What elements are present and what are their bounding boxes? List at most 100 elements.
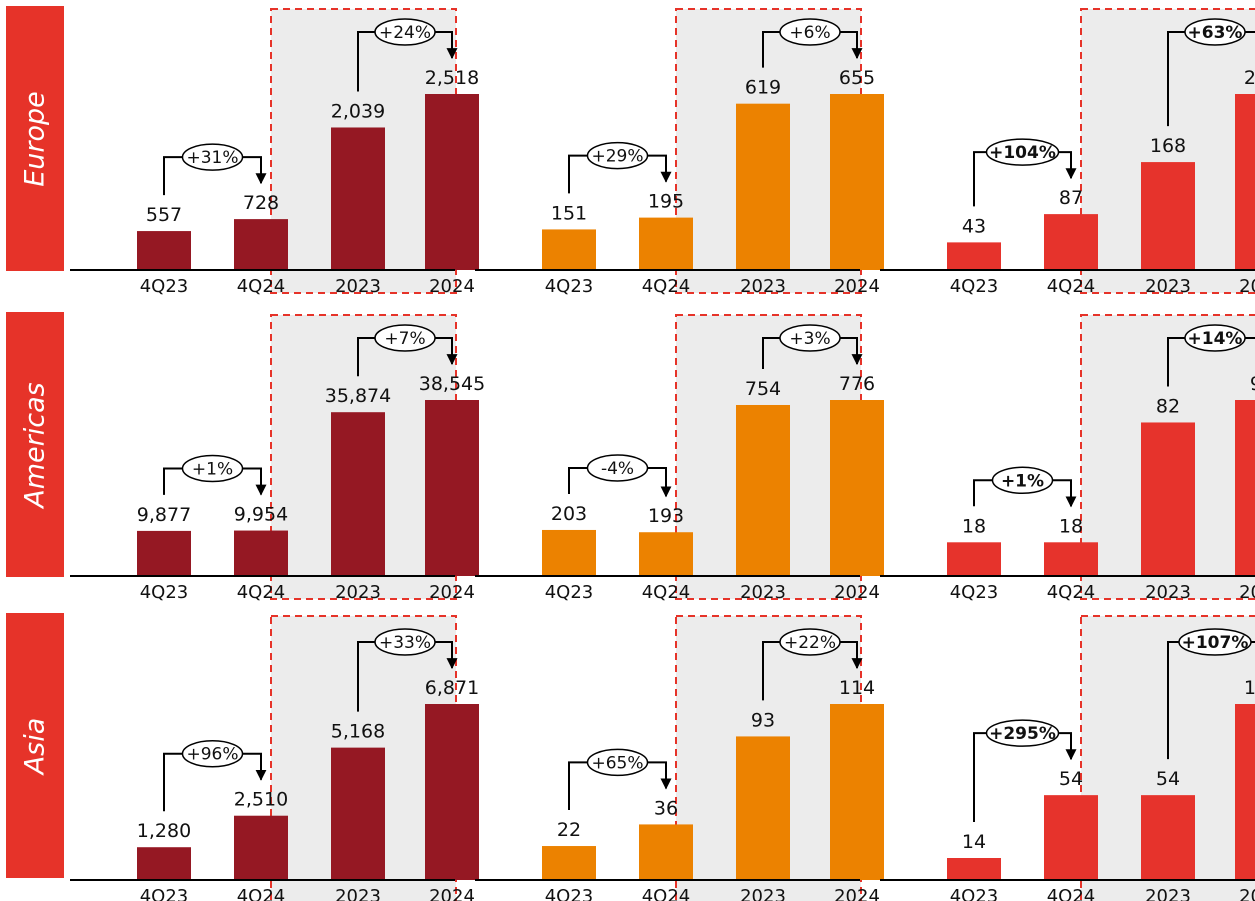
annual-change-bubble xyxy=(374,324,436,352)
category-tick-label: 4Q23 xyxy=(140,276,189,297)
bar xyxy=(1044,214,1098,270)
bar-value-label: 776 xyxy=(839,373,875,395)
bar-value-label: 203 xyxy=(551,503,587,525)
bar-value-label: 2,518 xyxy=(425,67,479,89)
category-tick-label: 2024 xyxy=(1239,886,1255,901)
bar-value-label: 274 xyxy=(1244,67,1255,89)
quarterly-change-label: +1% xyxy=(192,460,233,480)
bar xyxy=(137,231,191,270)
quarterly-change-bubble xyxy=(181,739,244,768)
bar-value-label: 754 xyxy=(745,378,781,400)
annual-change-label: +3% xyxy=(789,329,830,349)
bar-value-label: 82 xyxy=(1156,395,1180,417)
bar-value-label: 6,871 xyxy=(425,677,479,699)
category-tick-label: 4Q24 xyxy=(1047,276,1096,297)
category-tick-label: 2024 xyxy=(834,886,880,901)
bar xyxy=(1235,94,1255,270)
category-tick-label: 4Q23 xyxy=(545,276,594,297)
quarterly-change-label: +1% xyxy=(1001,471,1044,491)
bar xyxy=(425,94,479,270)
bar xyxy=(736,103,790,270)
bar xyxy=(1141,795,1195,880)
category-tick-label: 2024 xyxy=(1239,582,1255,603)
category-tick-label: 4Q23 xyxy=(950,582,999,603)
bar-value-label: 94 xyxy=(1250,373,1255,395)
category-tick-label: 2024 xyxy=(1239,276,1255,297)
category-tick-label: 4Q23 xyxy=(545,886,594,901)
category-tick-label: 2023 xyxy=(335,582,381,603)
bar-value-label: 151 xyxy=(551,202,587,224)
annual-change-bubble xyxy=(374,18,436,46)
quarterly-change-label: +104% xyxy=(989,143,1056,163)
bar-value-label: 655 xyxy=(839,67,875,89)
category-tick-label: 2024 xyxy=(834,276,880,297)
bar xyxy=(425,400,479,576)
category-tick-label: 4Q24 xyxy=(642,886,691,901)
bar xyxy=(830,704,884,880)
category-tick-label: 4Q24 xyxy=(642,582,691,603)
bar-value-label: 54 xyxy=(1156,768,1180,790)
bar xyxy=(234,815,288,880)
bar-value-label: 54 xyxy=(1059,768,1083,790)
quarterly-change-bubble xyxy=(586,748,649,777)
category-tick-label: 2024 xyxy=(429,886,475,901)
category-tick-label: 2023 xyxy=(740,582,786,603)
quarterly-change-bubble xyxy=(181,143,244,171)
bar-value-label: 9,954 xyxy=(234,504,288,526)
bar xyxy=(1044,542,1098,576)
bar xyxy=(542,846,596,880)
bar-value-label: 43 xyxy=(962,215,986,237)
bar-value-label: 38,545 xyxy=(419,373,485,395)
quarterly-change-label: -4% xyxy=(601,459,634,479)
category-tick-label: 2023 xyxy=(740,276,786,297)
bar-value-label: 14 xyxy=(962,831,986,853)
annual-change-bubble xyxy=(1184,324,1246,352)
bar-value-label: 9,877 xyxy=(137,504,191,526)
region-tab-europe: Europe xyxy=(6,6,64,271)
bar xyxy=(830,400,884,576)
bar-value-label: 18 xyxy=(1059,515,1083,537)
bar-value-label: 114 xyxy=(839,677,875,699)
bar xyxy=(736,404,790,576)
bar-value-label: 35,874 xyxy=(325,385,391,407)
bar xyxy=(425,704,479,880)
bar xyxy=(542,229,596,270)
annual-change-label: +22% xyxy=(784,633,836,653)
bar xyxy=(830,94,884,270)
quarterly-change-bubble xyxy=(991,466,1054,495)
category-tick-label: 2023 xyxy=(335,886,381,901)
annual-change-label: +6% xyxy=(789,23,830,43)
annual-change-label: +14% xyxy=(1188,329,1243,349)
bar xyxy=(639,824,693,880)
bar-value-label: 193 xyxy=(648,505,684,527)
bar xyxy=(947,858,1001,880)
category-tick-label: 2023 xyxy=(740,886,786,901)
quarterly-change-bubble xyxy=(985,138,1060,166)
category-tick-label: 2023 xyxy=(335,276,381,297)
bar-value-label: 5,168 xyxy=(331,721,385,743)
bar-value-label: 22 xyxy=(557,819,581,841)
quarterly-change-label: +295% xyxy=(989,724,1056,744)
annual-change-bubble xyxy=(1184,18,1246,46)
annual-change-label: +7% xyxy=(384,329,425,349)
bar xyxy=(234,219,288,270)
bar-value-label: 87 xyxy=(1059,187,1083,209)
bar xyxy=(1141,162,1195,270)
annual-change-label: +63% xyxy=(1188,23,1243,43)
quarterly-change-label: +96% xyxy=(186,745,238,765)
bar xyxy=(639,532,693,576)
chart-panel-asia-red: 14 4Q23 54 4Q24 54 2023 112 2024 +295% +107% xyxy=(880,615,1255,901)
category-tick-label: 2023 xyxy=(1145,582,1191,603)
bar xyxy=(1235,400,1255,576)
quarterly-change-bubble xyxy=(586,454,649,482)
category-tick-label: 4Q23 xyxy=(140,886,189,901)
category-tick-label: 2023 xyxy=(1145,276,1191,297)
bar xyxy=(1044,795,1098,880)
bar xyxy=(1141,422,1195,576)
annual-change-label: +24% xyxy=(379,23,431,43)
category-tick-label: 4Q24 xyxy=(237,582,286,603)
annual-change-bubble xyxy=(779,628,841,656)
bar xyxy=(137,847,191,880)
